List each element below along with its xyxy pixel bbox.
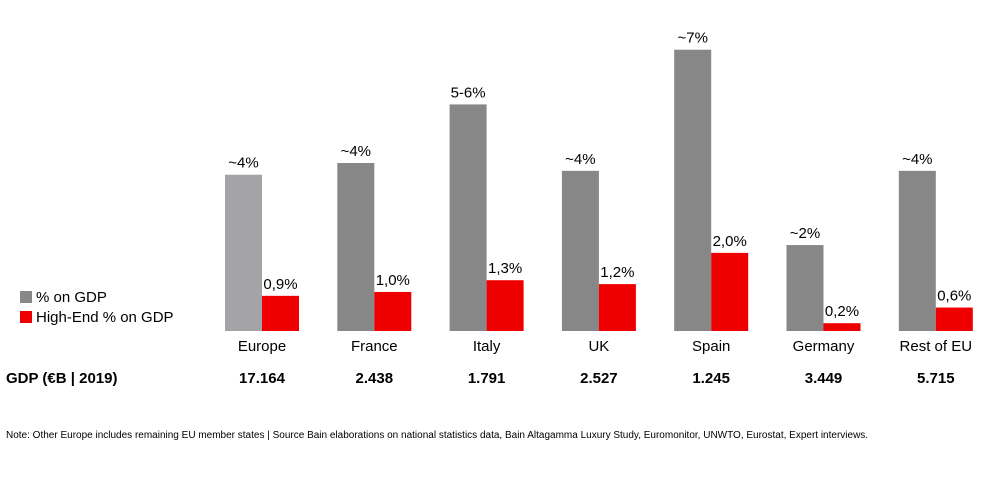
bar-chart: ~4% 0,9% Europe ~4% 1,0% France 5-6% 1,3% Italy ~…: [225, 30, 973, 355]
data-label-high-end-on-gdp-spain: 2,0%: [713, 233, 747, 250]
bar-on-gdp-france: [337, 163, 375, 331]
bar-on-gdp-spain: [674, 49, 712, 331]
data-label-high-end-on-gdp-europe: 0,9%: [263, 276, 297, 293]
category-label-spain: Spain: [692, 338, 730, 355]
gdp-value-spain: 1.245: [692, 370, 730, 387]
bar-high-end-on-gdp-italy: [486, 280, 524, 331]
category-label-uk: UK: [588, 338, 609, 355]
legend-swatch-gdp: [20, 291, 32, 303]
gdp-row-label: GDP (€B | 2019): [6, 370, 118, 387]
legend-label-high-end: High-End % on GDP: [36, 308, 174, 326]
data-label-high-end-on-gdp-france: 1,0%: [376, 272, 410, 289]
bar-high-end-on-gdp-europe: [262, 295, 299, 331]
category-label-italy: Italy: [473, 338, 501, 355]
legend: % on GDP High-End % on GDP: [20, 287, 174, 327]
legend-label-gdp: % on GDP: [36, 288, 107, 306]
gdp-value-italy: 1.791: [467, 370, 506, 387]
data-label-high-end-on-gdp-uk: 1,2%: [600, 264, 634, 281]
gdp-value-germany: 3.449: [804, 370, 843, 387]
bar-on-gdp-germany: [786, 245, 824, 331]
bar-high-end-on-gdp-france: [374, 291, 412, 331]
data-label-on-gdp-germany: ~2%: [790, 225, 820, 242]
bar-on-gdp-uk: [561, 170, 599, 331]
data-label-on-gdp-rest-of-eu: ~4%: [902, 151, 932, 168]
category-label-europe: Europe: [238, 338, 286, 355]
bar-high-end-on-gdp-rest-of-eu: [935, 307, 973, 331]
data-label-on-gdp-italy: 5-6%: [451, 84, 486, 101]
gdp-value-europe: 17.164: [239, 370, 285, 387]
data-label-on-gdp-uk: ~4%: [565, 151, 595, 168]
legend-item-high-end: High-End % on GDP: [20, 307, 174, 327]
gdp-value-uk: 2.527: [580, 370, 618, 387]
legend-swatch-high-end: [20, 311, 32, 323]
bar-on-gdp-italy: [449, 104, 487, 331]
data-label-on-gdp-france: ~4%: [341, 143, 371, 160]
gdp-value-france: 2.438: [355, 370, 394, 387]
data-label-on-gdp-europe: ~4%: [228, 155, 258, 172]
legend-item-gdp: % on GDP: [20, 287, 174, 307]
bar-on-gdp-rest-of-eu: [898, 170, 936, 331]
gdp-row: GDP (€B | 2019) 17.164 2.438 1.791 2.527…: [0, 370, 1000, 392]
data-label-on-gdp-spain: ~7%: [677, 30, 707, 47]
bar-high-end-on-gdp-uk: [598, 284, 636, 331]
data-label-high-end-on-gdp-rest-of-eu: 0,6%: [937, 288, 971, 305]
gdp-value-rest-of-eu: 5.715: [917, 370, 955, 387]
category-label-france: France: [351, 338, 398, 355]
category-label-germany: Germany: [793, 338, 855, 355]
category-label-rest-of-eu: Rest of EU: [900, 338, 973, 355]
data-label-high-end-on-gdp-germany: 0,2%: [825, 303, 859, 320]
bar-on-gdp-europe: [225, 174, 262, 331]
data-label-high-end-on-gdp-italy: 1,3%: [488, 260, 522, 277]
footnote: Note: Other Europe includes remaining EU…: [6, 430, 869, 441]
bar-high-end-on-gdp-germany: [823, 323, 861, 331]
bar-high-end-on-gdp-spain: [711, 252, 749, 331]
